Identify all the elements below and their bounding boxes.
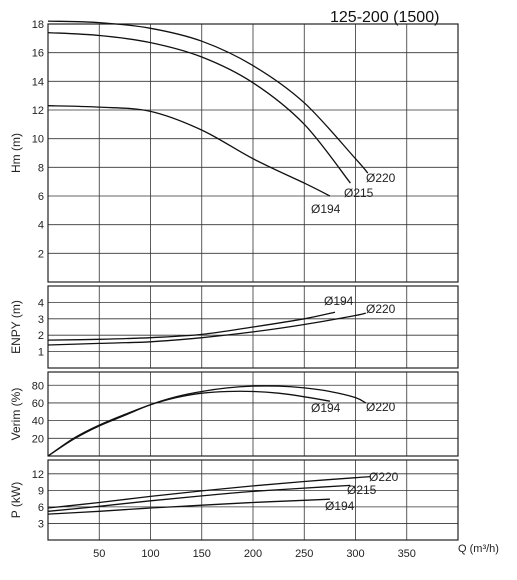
x-axis-label: Q (m³/h) (458, 543, 499, 555)
x-tick-label: 200 (244, 548, 262, 560)
x-tick-label: 150 (193, 548, 211, 560)
series-line-power (47, 498, 330, 515)
y-axis-label: Hm (m) (9, 133, 23, 173)
y-tick-label: 60 (32, 398, 44, 410)
series-line-power (47, 475, 371, 509)
x-tick-label: 350 (398, 548, 416, 560)
series-line-efficiency (47, 390, 331, 457)
x-tick-label: 50 (93, 548, 105, 560)
y-tick-label: 4 (38, 297, 44, 309)
series-label: Ø194 (311, 202, 341, 216)
y-tick-label: 8 (38, 162, 44, 174)
y-tick-label: 20 (32, 433, 44, 445)
series-line-power (47, 484, 351, 512)
series-line-npsh (47, 311, 336, 341)
series-line-head (47, 20, 369, 174)
series-label: Ø220 (369, 470, 399, 484)
y-tick-label: 12 (32, 105, 44, 117)
y-axis-label: P (kW) (9, 482, 23, 518)
series-line-head (47, 105, 331, 197)
y-tick-label: 16 (32, 48, 44, 60)
series-label: Ø194 (324, 294, 354, 308)
y-axis-label: Verim (%) (9, 388, 23, 441)
series-line-efficiency (47, 385, 367, 457)
series-label: Ø194 (311, 401, 341, 415)
series-label: Ø194 (325, 499, 355, 513)
series-label: Ø220 (366, 400, 396, 414)
y-tick-label: 10 (32, 134, 44, 146)
y-tick-label: 6 (38, 502, 44, 514)
series-label: Ø215 (344, 186, 374, 200)
y-tick-label: 1 (38, 347, 44, 359)
series-label: Ø220 (366, 302, 396, 316)
y-tick-label: 6 (38, 191, 44, 203)
panel-frame (47, 23, 459, 283)
series-line-head (47, 31, 351, 184)
series-line-npsh (47, 312, 366, 346)
panel-frame (47, 285, 459, 369)
panel-efficiency: 20 40 60 80 Verim (%) Ø194 Ø220 (9, 371, 459, 457)
y-axis-label: ENPY (m) (9, 300, 23, 354)
panel-frame (47, 459, 459, 541)
y-tick-label: 4 (38, 220, 44, 232)
y-tick-label: 14 (32, 76, 44, 88)
x-tick-label: 300 (346, 548, 364, 560)
y-tick-label: 18 (32, 19, 44, 31)
y-tick-label: 2 (38, 248, 44, 260)
y-tick-label: 12 (32, 469, 44, 481)
series-label: Ø220 (366, 171, 396, 185)
y-tick-label: 3 (38, 314, 44, 326)
y-tick-label: 9 (38, 485, 44, 497)
y-tick-label: 2 (38, 330, 44, 342)
y-tick-label: 80 (32, 380, 44, 392)
x-tick-label: 250 (295, 548, 313, 560)
panel-npsh: 1 2 3 4 ENPY (m) Ø194 Ø220 (9, 285, 459, 369)
x-tick-label: 100 (141, 548, 159, 560)
y-tick-label: 40 (32, 416, 44, 428)
series-label: Ø215 (347, 483, 377, 497)
panel-frame (47, 371, 459, 457)
y-tick-label: 3 (38, 518, 44, 530)
chart-title: 125-200 (1500) (330, 9, 439, 26)
